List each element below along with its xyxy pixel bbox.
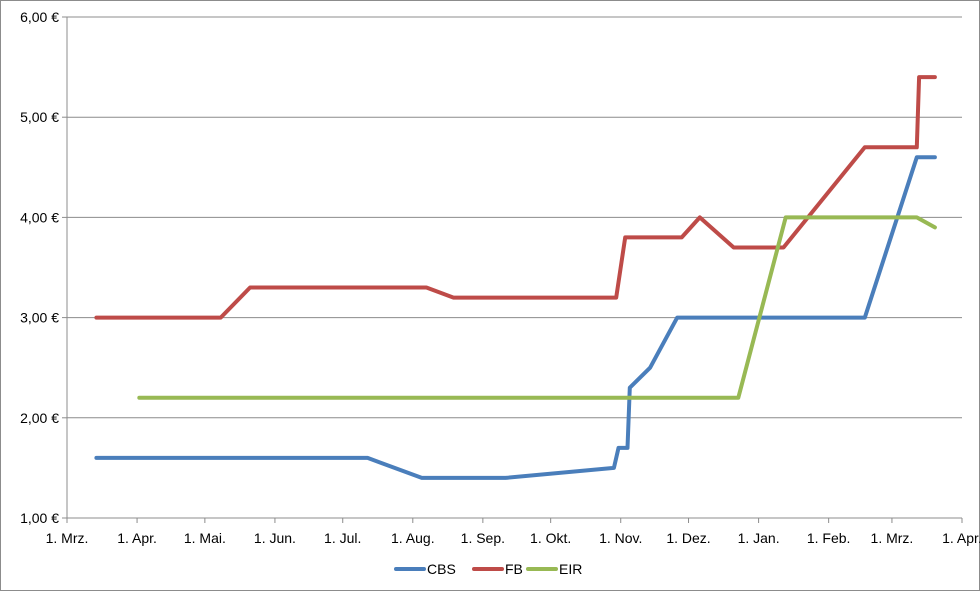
y-tick-label: 6,00 € xyxy=(20,9,59,25)
y-tick-label: 1,00 € xyxy=(20,510,59,526)
series-lines xyxy=(94,75,937,480)
x-tick-label: 1. Okt. xyxy=(530,530,571,546)
legend-label-fb: FB xyxy=(505,561,523,577)
x-tick-label: 1. Nov. xyxy=(599,530,642,546)
x-tick-label: 1. Sep. xyxy=(461,530,505,546)
series-line-cbs xyxy=(94,155,937,480)
legend: CBS FB EIR xyxy=(394,561,582,577)
x-tick-label: 1. Apr. xyxy=(942,530,980,546)
x-tick-label: 1. Feb. xyxy=(807,530,851,546)
x-tick-label: 1. Aug. xyxy=(391,530,435,546)
x-tick-label: 1. Jul. xyxy=(324,530,361,546)
x-tick-label: 1. Apr. xyxy=(117,530,157,546)
x-tick-label: 1. Mai. xyxy=(184,530,226,546)
legend-label-eir: EIR xyxy=(559,561,582,577)
x-tick-label: 1. Jun. xyxy=(254,530,296,546)
series-line-eir xyxy=(137,215,937,400)
y-tick-label: 3,00 € xyxy=(20,310,59,326)
x-tick-label: 1. Mrz. xyxy=(46,530,89,546)
y-tick-label: 2,00 € xyxy=(20,410,59,426)
y-tick-label: 4,00 € xyxy=(20,209,59,225)
legend-label-cbs: CBS xyxy=(427,561,456,577)
x-tick-label: 1. Jan. xyxy=(738,530,780,546)
y-tick-label: 5,00 € xyxy=(20,109,59,125)
x-tick-label: 1. Dez. xyxy=(666,530,710,546)
series-line-fb xyxy=(94,75,937,320)
x-tick-label: 1. Mrz. xyxy=(871,530,914,546)
axes: 1,00 € 2,00 € 3,00 € 4,00 € 5,00 € 6,00 € 1. M… xyxy=(20,9,980,546)
